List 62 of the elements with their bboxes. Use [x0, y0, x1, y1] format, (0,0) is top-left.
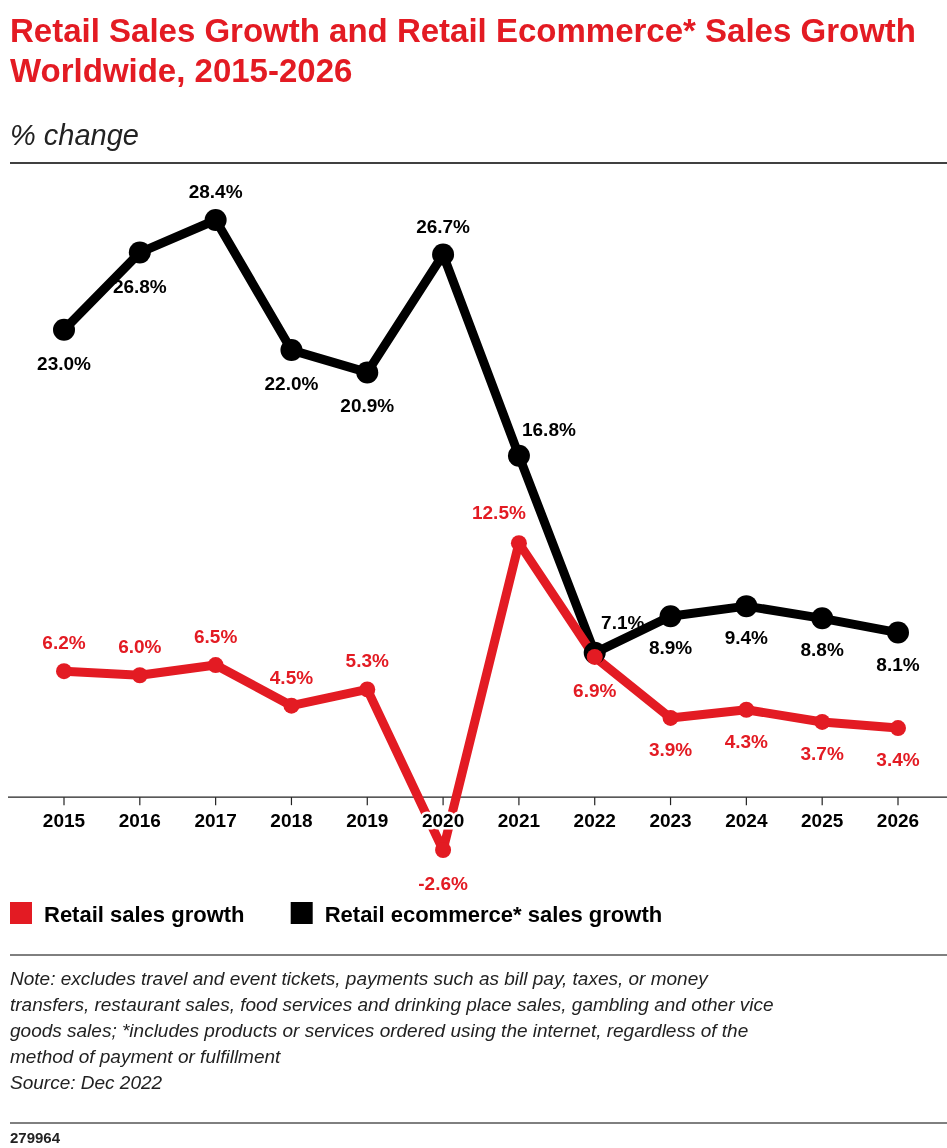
point [283, 697, 300, 714]
data-label: 5.3% [345, 650, 390, 672]
point [735, 595, 758, 618]
data-label: 22.0% [264, 373, 319, 395]
data-label: 23.0% [37, 352, 92, 374]
data-label: 6.2% [42, 632, 86, 654]
data-label: 12.5% [471, 502, 526, 524]
data-label: 3.7% [800, 742, 844, 764]
point [507, 444, 530, 467]
data-label: 4.5% [269, 666, 314, 688]
x-tick-label: 2022 [573, 810, 616, 832]
point [738, 701, 755, 718]
data-label: 20.9% [340, 395, 395, 417]
x-tick-label: 2015 [42, 810, 86, 832]
x-tick-label: 2026 [876, 810, 920, 832]
point [280, 339, 303, 362]
point [887, 621, 909, 644]
x-tick-label: 2019 [346, 810, 389, 832]
data-label: 9.4% [724, 627, 769, 649]
legend-label: Retail ecommerce* sales growth [324, 902, 663, 927]
point [356, 361, 379, 384]
data-label: 6.5% [193, 626, 238, 648]
point [432, 243, 455, 266]
point [131, 667, 148, 684]
data-label: 26.7% [416, 215, 471, 237]
data-label: 6.9% [573, 679, 617, 701]
point [359, 681, 376, 698]
data-label: -2.6% [418, 873, 469, 894]
point [56, 663, 72, 680]
data-label: 8.1% [876, 653, 920, 675]
x-tick-label: 2016 [118, 810, 161, 832]
point [814, 713, 831, 730]
data-label: 3.9% [648, 738, 693, 760]
x-tick-label: 2017 [194, 810, 237, 832]
data-label: 26.8% [112, 275, 167, 297]
point [890, 720, 906, 737]
text: 279964 [10, 1129, 61, 1146]
point [435, 842, 452, 858]
point [662, 709, 679, 726]
data-label: 8.9% [648, 637, 693, 659]
text: Note: excludes travel and event tickets, payments such as bill pay, taxes, or money transfers, restaurant sales, food services and drinking place sales, gambling and other vice goods sales; *includes products or services ordered using the internet, regardless of the method of payment or fulfillment [10, 968, 774, 1067]
data-label: 6.0% [118, 636, 162, 658]
x-tick-label: 2018 [270, 810, 313, 832]
x-tick-label: 2023 [649, 810, 692, 832]
data-label: 16.8% [521, 418, 576, 440]
point [128, 241, 151, 264]
legend-label: Retail sales growth [44, 902, 245, 927]
x-tick-label: 2021 [497, 810, 541, 832]
data-label: 4.3% [724, 730, 769, 752]
data-label: 28.4% [188, 181, 243, 202]
chart-title: Retail Sales Growth and Retail Ecommerce* Sales Growth Worldwide, 2015-2026 [10, 12, 916, 89]
x-tick-label: 2025 [801, 810, 844, 832]
point [207, 657, 224, 674]
data-label: 3.4% [876, 749, 920, 771]
source-note: Source: Dec 2022 [10, 1072, 163, 1093]
x-tick-label: 2024 [725, 810, 768, 832]
point [53, 318, 75, 341]
chart-subtitle: % change [10, 119, 139, 151]
data-label: 8.8% [800, 639, 844, 661]
point [204, 209, 227, 231]
point [811, 607, 834, 630]
point [659, 605, 682, 628]
